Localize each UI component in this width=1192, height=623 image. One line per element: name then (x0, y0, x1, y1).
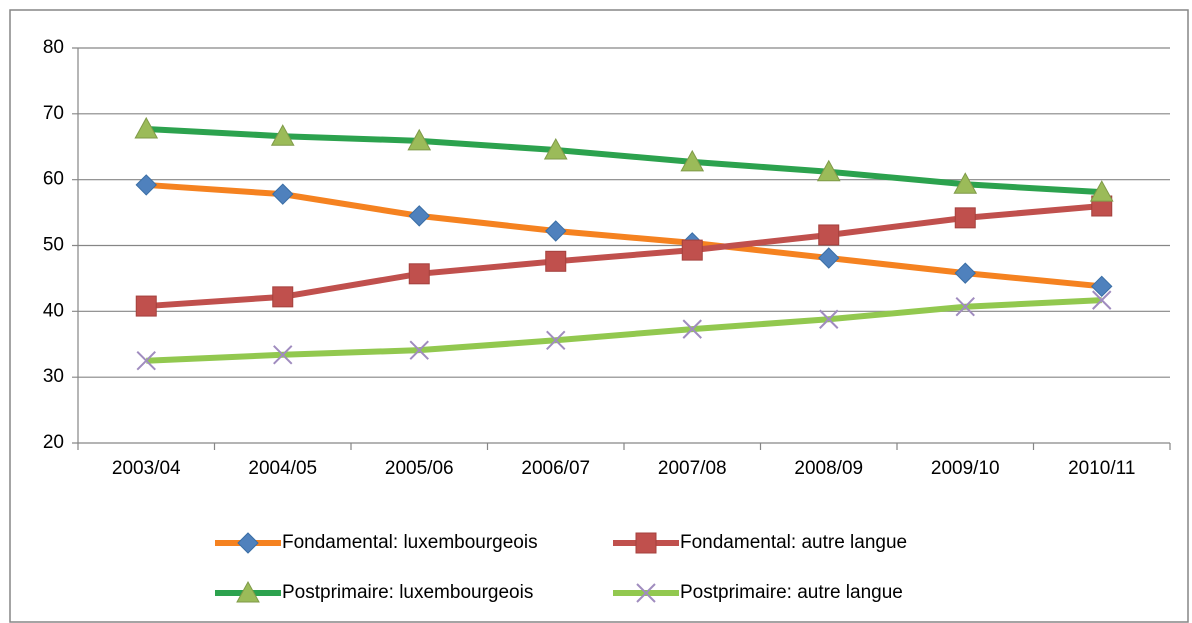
marker (816, 159, 841, 182)
y-tick-label: 30 (43, 366, 64, 387)
x-tick-label: 2010/11 (1068, 458, 1135, 479)
legend-marker (636, 583, 656, 603)
marker (818, 224, 840, 246)
series-line (146, 203, 1103, 310)
y-tick-label: 20 (43, 432, 64, 453)
legend-marker (635, 532, 657, 554)
series-line (146, 181, 1103, 290)
legend-label: Fondamental: luxembourgeois (282, 532, 538, 553)
series-line (146, 125, 1102, 196)
marker (818, 247, 840, 269)
y-tick-label: 40 (43, 300, 64, 321)
marker (270, 124, 295, 146)
marker (954, 207, 976, 229)
series-line (146, 297, 1102, 364)
y-tick-label: 60 (43, 169, 64, 190)
marker (680, 149, 705, 172)
x-tick-label: 2007/08 (658, 458, 727, 479)
y-tick-label: 50 (43, 235, 64, 256)
x-tick-label: 2008/09 (794, 458, 863, 479)
marker (545, 220, 567, 242)
marker (681, 239, 703, 261)
marker (408, 263, 430, 285)
x-tick-label: 2005/06 (385, 458, 454, 479)
marker (409, 340, 429, 360)
x-tick-label: 2004/05 (248, 458, 317, 479)
marker (545, 250, 567, 272)
marker (136, 351, 156, 371)
marker (543, 138, 568, 160)
legend-label: Postprimaire: luxembourgeois (282, 582, 533, 603)
marker (953, 172, 978, 194)
marker (408, 205, 430, 227)
legend-marker (236, 580, 260, 603)
marker (134, 116, 159, 139)
x-tick-label: 2003/04 (112, 458, 181, 479)
marker (1089, 180, 1114, 202)
y-tick-label: 70 (43, 103, 64, 124)
x-tick-label: 2006/07 (521, 458, 590, 479)
chart-border (9, 9, 1189, 623)
legend-marker (237, 532, 259, 554)
marker (135, 174, 157, 196)
marker (407, 128, 432, 151)
marker (135, 295, 157, 317)
marker (1092, 290, 1112, 310)
marker (682, 319, 702, 339)
marker (954, 262, 976, 284)
marker (819, 309, 839, 329)
legend-label: Postprimaire: autre langue (680, 582, 903, 603)
x-tick-label: 2009/10 (931, 458, 1000, 479)
y-tick-label: 80 (43, 37, 64, 58)
marker (272, 183, 294, 205)
marker (272, 286, 294, 308)
marker (546, 330, 566, 351)
legend-label: Fondamental: autre langue (680, 532, 907, 553)
marker (273, 345, 293, 365)
marker (1091, 275, 1113, 298)
marker (955, 297, 975, 317)
